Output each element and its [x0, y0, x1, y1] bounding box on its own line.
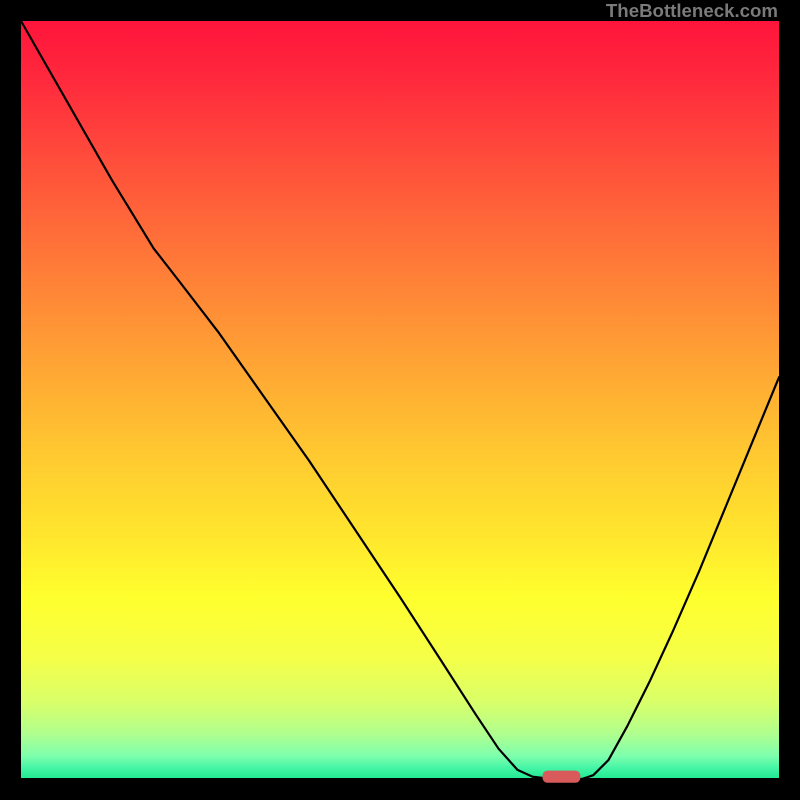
plot-background — [21, 21, 779, 779]
bottleneck-chart — [0, 0, 800, 800]
chart-container: TheBottleneck.com — [0, 0, 800, 800]
watermark-text: TheBottleneck.com — [606, 0, 778, 22]
optimal-point-marker — [543, 771, 581, 783]
